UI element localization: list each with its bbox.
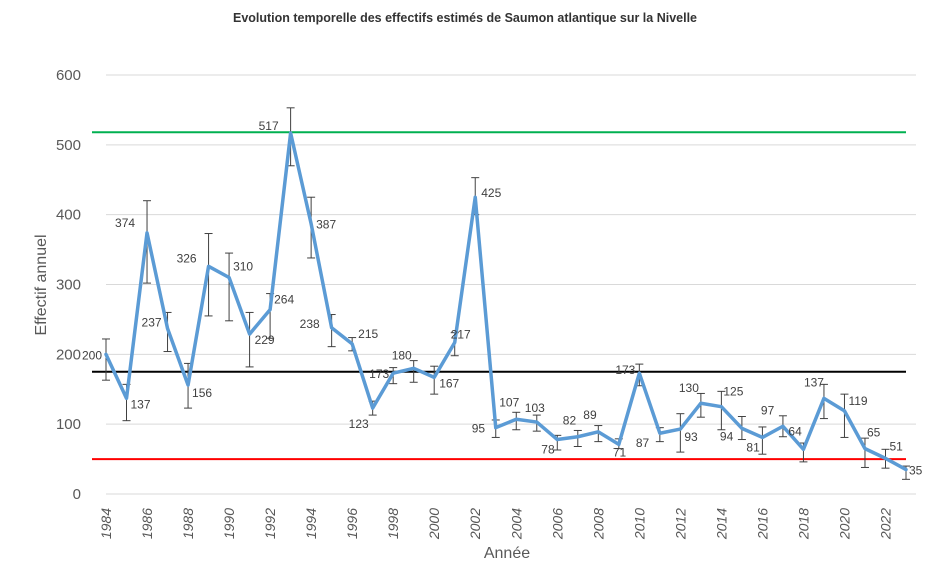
data-label: 125 [723, 385, 743, 399]
data-label: 200 [82, 348, 102, 362]
data-label: 35 [909, 464, 923, 478]
y-axis-ticks: 0 100 200 300 400 500 600 [56, 67, 81, 503]
x-tick-label: 1986 [139, 508, 155, 539]
data-label: 229 [255, 333, 275, 347]
data-label: 78 [541, 443, 555, 457]
data-label: 310 [233, 260, 253, 274]
error-bar [840, 393, 849, 438]
error-bar [225, 252, 234, 322]
data-label: 107 [499, 395, 519, 409]
error-bars [102, 107, 910, 480]
error-bar [409, 360, 418, 383]
data-label: 71 [613, 445, 627, 459]
data-label: 387 [316, 218, 336, 232]
error-bar [860, 437, 869, 468]
x-tick-label: 2020 [836, 508, 852, 540]
data-label: 119 [848, 394, 867, 408]
data-label: 264 [274, 293, 294, 307]
x-tick-label: 2016 [754, 508, 770, 540]
x-tick-label: 1994 [303, 508, 319, 539]
data-label: 97 [761, 403, 775, 417]
data-label: 238 [300, 317, 320, 331]
x-tick-label: 1984 [98, 508, 114, 539]
data-label: 94 [720, 429, 734, 443]
x-tick-label: 2022 [877, 508, 893, 540]
error-bar [717, 390, 726, 431]
gridlines [106, 74, 916, 495]
x-tick-label: 2008 [590, 508, 606, 540]
data-label: 517 [259, 119, 279, 133]
series-line [104, 131, 908, 472]
data-label: 237 [142, 315, 162, 329]
data-label: 130 [679, 381, 699, 395]
chart-title: Evolution temporelle des effectifs estim… [232, 11, 698, 25]
x-tick-label: 1996 [344, 508, 360, 539]
y-tick-label: 100 [56, 416, 81, 433]
y-tick-label: 300 [56, 277, 81, 294]
x-tick-label: 2004 [508, 508, 524, 540]
data-label: 425 [481, 186, 501, 200]
data-label: 95 [472, 422, 486, 436]
x-tick-label: 2000 [426, 508, 442, 540]
data-label: 89 [583, 408, 597, 422]
x-tick-label: 1992 [262, 508, 278, 539]
x-tick-label: 2006 [549, 508, 565, 540]
data-labels: 200 137 374 237 156 326 310 229 264 517 387 238 215 1… [82, 119, 923, 478]
data-label: 173 [369, 367, 389, 381]
data-label: 180 [392, 348, 412, 362]
x-tick-label: 2012 [672, 508, 688, 540]
data-label: 217 [451, 327, 471, 341]
y-tick-label: 500 [56, 137, 81, 154]
x-axis-title: Année [484, 545, 530, 562]
data-label: 215 [358, 327, 378, 341]
series-line-group [104, 131, 908, 472]
x-tick-label: 2014 [713, 508, 729, 540]
reference-lines [92, 131, 906, 461]
y-tick-label: 600 [56, 67, 81, 84]
y-tick-label: 400 [56, 207, 81, 224]
error-bar [430, 365, 439, 395]
data-label: 82 [563, 414, 577, 428]
x-tick-label: 1990 [221, 508, 237, 539]
x-axis-ticks: 1984 1986 1988 1990 1992 1994 1996 1998 2000 2002… [98, 508, 893, 540]
data-label: 137 [131, 397, 151, 411]
data-label: 374 [115, 216, 135, 230]
x-tick-label: 2002 [467, 508, 483, 540]
data-label: 65 [867, 426, 881, 440]
error-bar [758, 426, 767, 455]
error-bar [676, 413, 685, 453]
data-label: 87 [636, 436, 650, 450]
x-tick-label: 1988 [180, 508, 196, 539]
data-label: 123 [349, 417, 369, 431]
data-label: 103 [525, 401, 545, 415]
x-tick-label: 2010 [631, 508, 647, 540]
x-tick-label: 2018 [795, 508, 811, 540]
data-label: 51 [889, 439, 903, 453]
error-bar [245, 311, 254, 368]
error-bar [102, 338, 110, 381]
data-label: 326 [177, 251, 197, 265]
data-label: 137 [804, 375, 824, 389]
data-label: 173 [615, 363, 635, 377]
data-label: 167 [439, 376, 459, 390]
y-tick-label: 200 [56, 346, 81, 363]
y-tick-label: 0 [73, 486, 81, 503]
y-axis-title: Effectif annuel [33, 234, 50, 335]
x-tick-label: 1998 [385, 508, 401, 539]
data-label: 81 [746, 440, 760, 454]
data-label: 156 [192, 386, 212, 400]
data-label: 93 [684, 430, 698, 444]
data-label: 64 [788, 424, 802, 438]
